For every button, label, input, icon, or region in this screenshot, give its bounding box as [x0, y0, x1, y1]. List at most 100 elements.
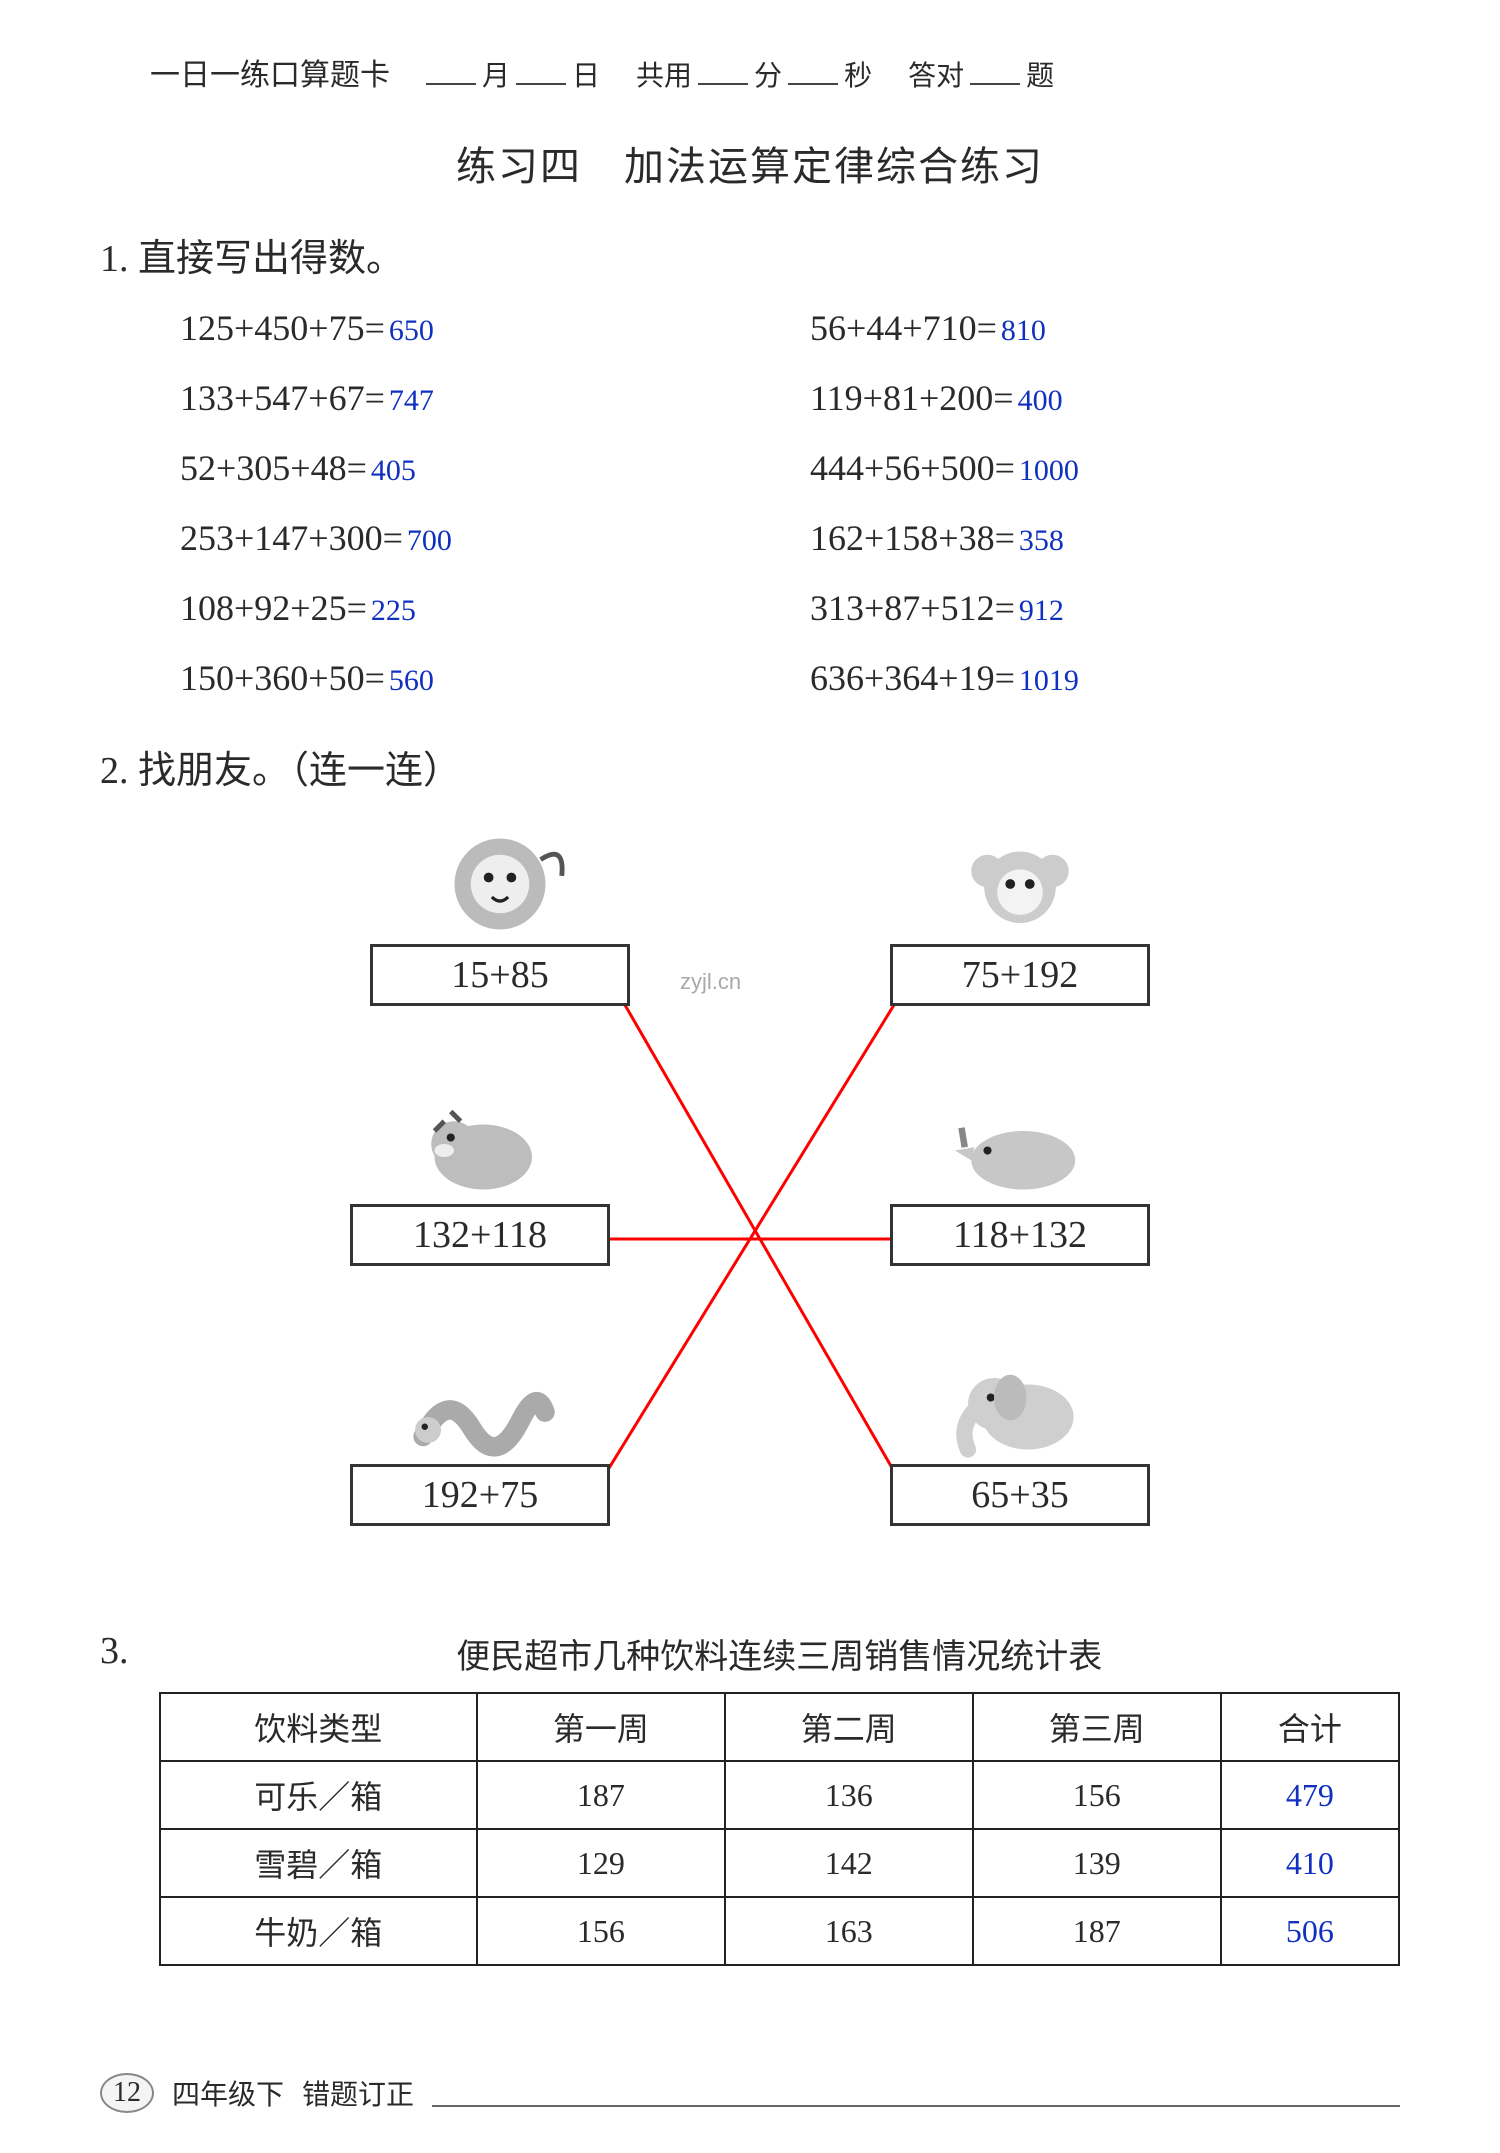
cell: 156	[477, 1897, 725, 1965]
cell: 136	[725, 1761, 973, 1829]
col-week1: 第一周	[477, 1693, 725, 1761]
q1-expr: 108+92+25=	[180, 588, 367, 628]
q1-expr: 52+305+48=	[180, 448, 367, 488]
row-label: 可乐／箱	[160, 1761, 477, 1829]
expr-box: 65+35	[890, 1464, 1150, 1526]
match-node-l1[interactable]: 15+85	[370, 819, 630, 1006]
q1-right-0: 56+44+710=810	[810, 307, 1400, 349]
row-label: 牛奶／箱	[160, 1897, 477, 1965]
col-total: 合计	[1221, 1693, 1399, 1761]
match-node-r1[interactable]: 75+192	[890, 819, 1150, 1006]
q1-left-4: 108+92+25=225	[180, 587, 770, 629]
correction-label: 错题订正	[302, 2073, 414, 2113]
table-row: 雪碧／箱 129 142 139 410	[160, 1829, 1400, 1897]
correction-blank[interactable]	[432, 2079, 1400, 2107]
q1-expr: 125+450+75=	[180, 308, 385, 348]
q1-expr: 253+147+300=	[180, 518, 403, 558]
expr-box: 132+118	[350, 1204, 610, 1266]
worksheet-header: 一日一练口算题卡 月 日 共用 分 秒 答对 题	[100, 50, 1400, 94]
cell: 142	[725, 1829, 973, 1897]
q3-title: 便民超市几种饮料连续三周销售情况统计表	[159, 1629, 1401, 1678]
q1-right-5: 636+364+19=1019	[810, 657, 1400, 699]
label-count: 题	[1026, 54, 1054, 94]
q1-expr: 444+56+500=	[810, 448, 1015, 488]
snake-icon	[390, 1339, 570, 1469]
col-week2: 第二周	[725, 1693, 973, 1761]
q1-answer: 650	[389, 314, 434, 347]
q2-heading: 2. 找朋友。（连一连）	[100, 739, 1400, 794]
grade-label: 四年级下	[172, 2073, 284, 2113]
expr-box: 192+75	[350, 1464, 610, 1526]
boar-icon	[390, 1079, 570, 1209]
match-line	[590, 979, 910, 1499]
expr-box: 75+192	[890, 944, 1150, 1006]
expr-box: 15+85	[370, 944, 630, 1006]
rhino-icon	[930, 1079, 1110, 1209]
sales-table: 饮料类型 第一周 第二周 第三周 合计 可乐／箱 187 136 156 479…	[159, 1692, 1401, 1966]
table-header-row: 饮料类型 第一周 第二周 第三周 合计	[160, 1693, 1400, 1761]
q1-right-4: 313+87+512=912	[810, 587, 1400, 629]
q1-expr: 150+360+50=	[180, 658, 385, 698]
blank-correct[interactable]	[970, 51, 1020, 85]
col-type: 饮料类型	[160, 1693, 477, 1761]
match-node-l2[interactable]: 132+118	[350, 1079, 610, 1266]
cell-total: 506	[1221, 1897, 1399, 1965]
q2-heading-main: 2. 找朋友。	[100, 750, 290, 792]
q1-answer: 225	[371, 594, 416, 627]
watermark: zyjl.cn	[680, 969, 741, 995]
q1-answer: 358	[1019, 524, 1064, 557]
cell: 163	[725, 1897, 973, 1965]
cell-total: 479	[1221, 1761, 1399, 1829]
q1-left-0: 125+450+75=650	[180, 307, 770, 349]
q1-left-1: 133+547+67=747	[180, 377, 770, 419]
label-second: 秒	[844, 54, 872, 94]
q1-expr: 313+87+512=	[810, 588, 1015, 628]
q2-heading-paren: （连一连）	[290, 750, 461, 792]
q1-expr: 162+158+38=	[810, 518, 1015, 558]
q1-answer: 400	[1018, 384, 1063, 417]
cell: 139	[973, 1829, 1221, 1897]
page-title: 练习四 加法运算定律综合练习	[100, 134, 1400, 192]
label-time-prefix: 共用	[636, 54, 692, 94]
q1-right-3: 162+158+38=358	[810, 517, 1400, 559]
blank-second[interactable]	[788, 51, 838, 85]
q1-answer: 747	[389, 384, 434, 417]
q1-left-3: 253+147+300=700	[180, 517, 770, 559]
page-number-badge: 12	[100, 2073, 154, 2113]
elephant-icon	[930, 1339, 1110, 1469]
expr-box: 118+132	[890, 1204, 1150, 1266]
col-week3: 第三周	[973, 1693, 1221, 1761]
blank-day[interactable]	[516, 51, 566, 85]
blank-month[interactable]	[426, 51, 476, 85]
q1-answer: 1000	[1019, 454, 1079, 487]
cell: 187	[477, 1761, 725, 1829]
q1-left-2: 52+305+48=405	[180, 447, 770, 489]
page-footer: 12 四年级下 错题订正	[100, 2073, 1400, 2113]
label-month: 月	[482, 54, 510, 94]
q1-answer: 560	[389, 664, 434, 697]
q1-right-2: 444+56+500=1000	[810, 447, 1400, 489]
q1-answer: 1019	[1019, 664, 1079, 697]
q1-right-1: 119+81+200=400	[810, 377, 1400, 419]
match-node-r3[interactable]: 65+35	[890, 1339, 1150, 1526]
cell: 156	[973, 1761, 1221, 1829]
blank-minute[interactable]	[698, 51, 748, 85]
q3-section: 3. 便民超市几种饮料连续三周销售情况统计表 饮料类型 第一周 第二周 第三周 …	[100, 1629, 1400, 1966]
label-correct-prefix: 答对	[908, 54, 964, 94]
book-title: 一日一练口算题卡	[150, 50, 390, 94]
q1-answer: 912	[1019, 594, 1064, 627]
monkey-icon	[930, 819, 1110, 949]
q2-matching-area: zyjl.cn 15+85 75+192 132+118 118+132 192+75 6…	[250, 819, 1250, 1599]
cell: 187	[973, 1897, 1221, 1965]
match-node-r2[interactable]: 118+132	[890, 1079, 1150, 1266]
q1-answer: 700	[407, 524, 452, 557]
q1-expr: 636+364+19=	[810, 658, 1015, 698]
match-node-l3[interactable]: 192+75	[350, 1339, 610, 1526]
q1-expr: 56+44+710=	[810, 308, 997, 348]
match-line	[610, 979, 910, 1499]
q3-number: 3.	[100, 1629, 129, 1673]
q1-answer: 405	[371, 454, 416, 487]
q1-heading: 1. 直接写出得数。	[100, 227, 1400, 282]
table-row: 牛奶／箱 156 163 187 506	[160, 1897, 1400, 1965]
q1-left-5: 150+360+50=560	[180, 657, 770, 699]
